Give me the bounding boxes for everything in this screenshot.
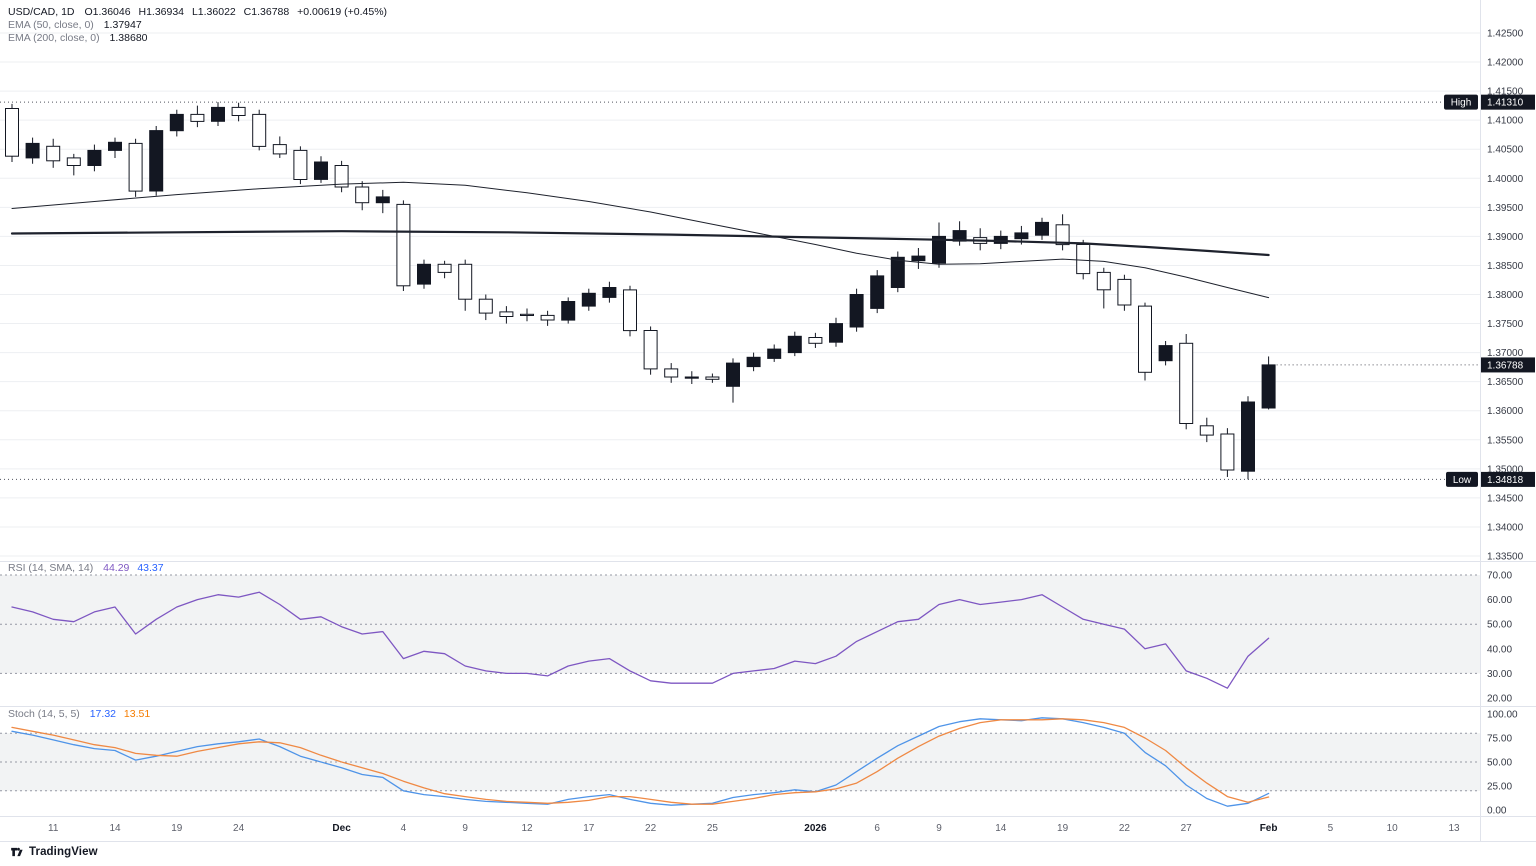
svg-text:High: High	[1451, 98, 1472, 109]
price-axis[interactable]	[1481, 0, 1536, 841]
svg-text:25.00: 25.00	[1487, 782, 1512, 793]
svg-text:1.41500: 1.41500	[1487, 87, 1524, 98]
svg-text:12: 12	[521, 823, 533, 834]
svg-text:1.41000: 1.41000	[1487, 116, 1524, 127]
svg-text:50.00: 50.00	[1487, 620, 1512, 631]
svg-text:30.00: 30.00	[1487, 669, 1512, 680]
svg-text:5: 5	[1328, 823, 1334, 834]
svg-text:19: 19	[1057, 823, 1069, 834]
rsi-legend-value: 44.29	[103, 562, 130, 574]
svg-text:1.41310: 1.41310	[1487, 98, 1524, 109]
svg-text:1.38000: 1.38000	[1487, 290, 1524, 301]
stoch-legend: Stoch (14, 5, 5) 17.32 13.51	[8, 708, 150, 721]
svg-text:1.39000: 1.39000	[1487, 232, 1524, 243]
stoch-d-legend-value: 13.51	[123, 708, 151, 720]
stoch-k-legend-value: 17.32	[89, 708, 116, 720]
svg-text:1.33500: 1.33500	[1487, 551, 1524, 562]
svg-text:50.00: 50.00	[1487, 758, 1512, 769]
pane-separator-main-rsi[interactable]	[0, 558, 1480, 566]
pane-separator-rsi-stoch[interactable]	[0, 703, 1480, 711]
ohlc-high: H1.36934	[138, 6, 185, 18]
svg-text:0.00: 0.00	[1487, 806, 1507, 817]
svg-text:100.00: 100.00	[1487, 710, 1518, 721]
svg-text:1.34818: 1.34818	[1487, 475, 1524, 486]
ema200-legend-value: 1.38680	[109, 32, 148, 44]
main-legend: USD/CAD, 1D O1.36046 H1.36934 L1.36022 C…	[8, 6, 387, 45]
svg-text:1.37500: 1.37500	[1487, 319, 1524, 330]
svg-text:Low: Low	[1453, 475, 1472, 486]
svg-text:1.36500: 1.36500	[1487, 377, 1524, 388]
svg-text:9: 9	[462, 823, 468, 834]
svg-text:Dec: Dec	[332, 823, 351, 834]
ema200-legend-row: EMA (200, close, 0) 1.38680	[8, 32, 387, 45]
ema50-legend-row: EMA (50, close, 0) 1.37947	[8, 19, 387, 32]
svg-text:Feb: Feb	[1260, 823, 1278, 834]
svg-text:40.00: 40.00	[1487, 644, 1512, 655]
svg-text:10: 10	[1387, 823, 1399, 834]
svg-text:70.00: 70.00	[1487, 571, 1512, 582]
svg-text:22: 22	[645, 823, 657, 834]
ema200-legend-label[interactable]: EMA (200, close, 0)	[8, 32, 100, 44]
svg-text:27: 27	[1181, 823, 1193, 834]
ohlc-close: C1.36788	[243, 6, 290, 18]
symbol-legend-row: USD/CAD, 1D O1.36046 H1.36934 L1.36022 C…	[8, 6, 387, 19]
ohlc-change: +0.00619 (+0.45%)	[297, 6, 388, 18]
svg-text:25: 25	[707, 823, 719, 834]
svg-text:1.39500: 1.39500	[1487, 203, 1524, 214]
rsi-legend-label[interactable]: RSI (14, SMA, 14)	[8, 562, 94, 574]
tradingview-logo-icon[interactable]	[10, 845, 24, 859]
svg-text:6: 6	[874, 823, 880, 834]
svg-text:9: 9	[936, 823, 942, 834]
svg-text:1.40000: 1.40000	[1487, 174, 1524, 185]
rsi-legend: RSI (14, SMA, 14) 44.29 43.37	[8, 562, 164, 575]
svg-text:1.34500: 1.34500	[1487, 493, 1524, 504]
svg-text:1.38500: 1.38500	[1487, 261, 1524, 272]
rsi-sma-legend-value: 43.37	[137, 562, 164, 574]
footer-bar: TradingView	[0, 842, 1536, 861]
svg-text:17: 17	[583, 823, 595, 834]
svg-text:20.00: 20.00	[1487, 694, 1512, 705]
svg-text:4: 4	[401, 823, 407, 834]
svg-text:14: 14	[995, 823, 1007, 834]
ema50-legend-label[interactable]: EMA (50, close, 0)	[8, 19, 94, 31]
stoch-legend-label[interactable]: Stoch (14, 5, 5)	[8, 708, 80, 720]
svg-text:19: 19	[171, 823, 183, 834]
svg-text:1.42000: 1.42000	[1487, 58, 1524, 69]
svg-text:1.40500: 1.40500	[1487, 145, 1524, 156]
svg-text:14: 14	[109, 823, 121, 834]
svg-text:24: 24	[233, 823, 245, 834]
svg-text:75.00: 75.00	[1487, 734, 1512, 745]
ohlc-low: L1.36022	[191, 6, 236, 18]
svg-text:1.37000: 1.37000	[1487, 348, 1524, 359]
svg-text:11: 11	[48, 823, 59, 834]
svg-text:1.35500: 1.35500	[1487, 435, 1524, 446]
svg-text:1.36788: 1.36788	[1487, 360, 1524, 371]
svg-text:22: 22	[1119, 823, 1131, 834]
svg-text:1.42500: 1.42500	[1487, 29, 1524, 40]
svg-text:60.00: 60.00	[1487, 595, 1512, 606]
svg-text:1.35000: 1.35000	[1487, 464, 1524, 475]
svg-text:1.36000: 1.36000	[1487, 406, 1524, 417]
ema50-legend-value: 1.37947	[103, 19, 142, 31]
svg-text:1.34000: 1.34000	[1487, 522, 1524, 533]
svg-text:13: 13	[1448, 823, 1460, 834]
svg-text:2026: 2026	[804, 823, 827, 834]
symbol-title[interactable]: USD/CAD, 1D	[8, 6, 75, 18]
tradingview-brand-text[interactable]: TradingView	[29, 845, 98, 858]
time-axis[interactable]	[0, 817, 1480, 841]
ohlc-open: O1.36046	[84, 6, 131, 18]
